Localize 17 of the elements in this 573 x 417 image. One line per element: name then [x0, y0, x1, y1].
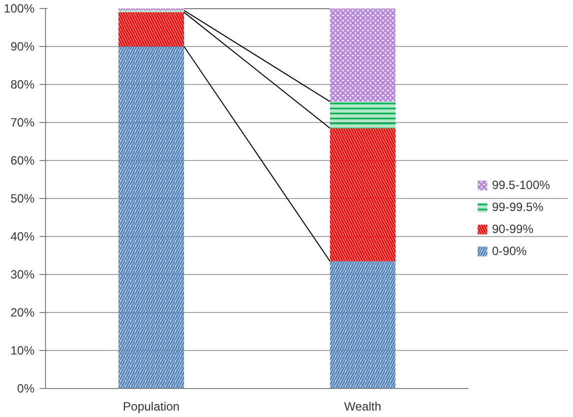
legend-label: 90-99% — [492, 222, 534, 236]
y-tick-label: 20% — [10, 306, 35, 320]
y-tick-label: 100% — [4, 2, 35, 16]
legend-label: 99-99.5% — [492, 200, 544, 214]
y-tick-label: 50% — [10, 192, 35, 206]
y-tick-label: 40% — [10, 230, 35, 244]
y-tick-label: 80% — [10, 78, 35, 92]
y-tick-label: 10% — [10, 344, 35, 358]
legend-label: 0-90% — [492, 244, 527, 258]
y-tick-label: 0% — [17, 382, 35, 396]
y-tick-label: 70% — [10, 116, 35, 130]
legend-label: 99.5-100% — [492, 178, 550, 192]
y-tick-label: 60% — [10, 154, 35, 168]
x-tick-label: Population — [122, 400, 180, 414]
x-tick-label: Wealth — [344, 400, 382, 414]
y-tick-label: 90% — [10, 40, 35, 54]
y-tick-label: 30% — [10, 268, 35, 282]
